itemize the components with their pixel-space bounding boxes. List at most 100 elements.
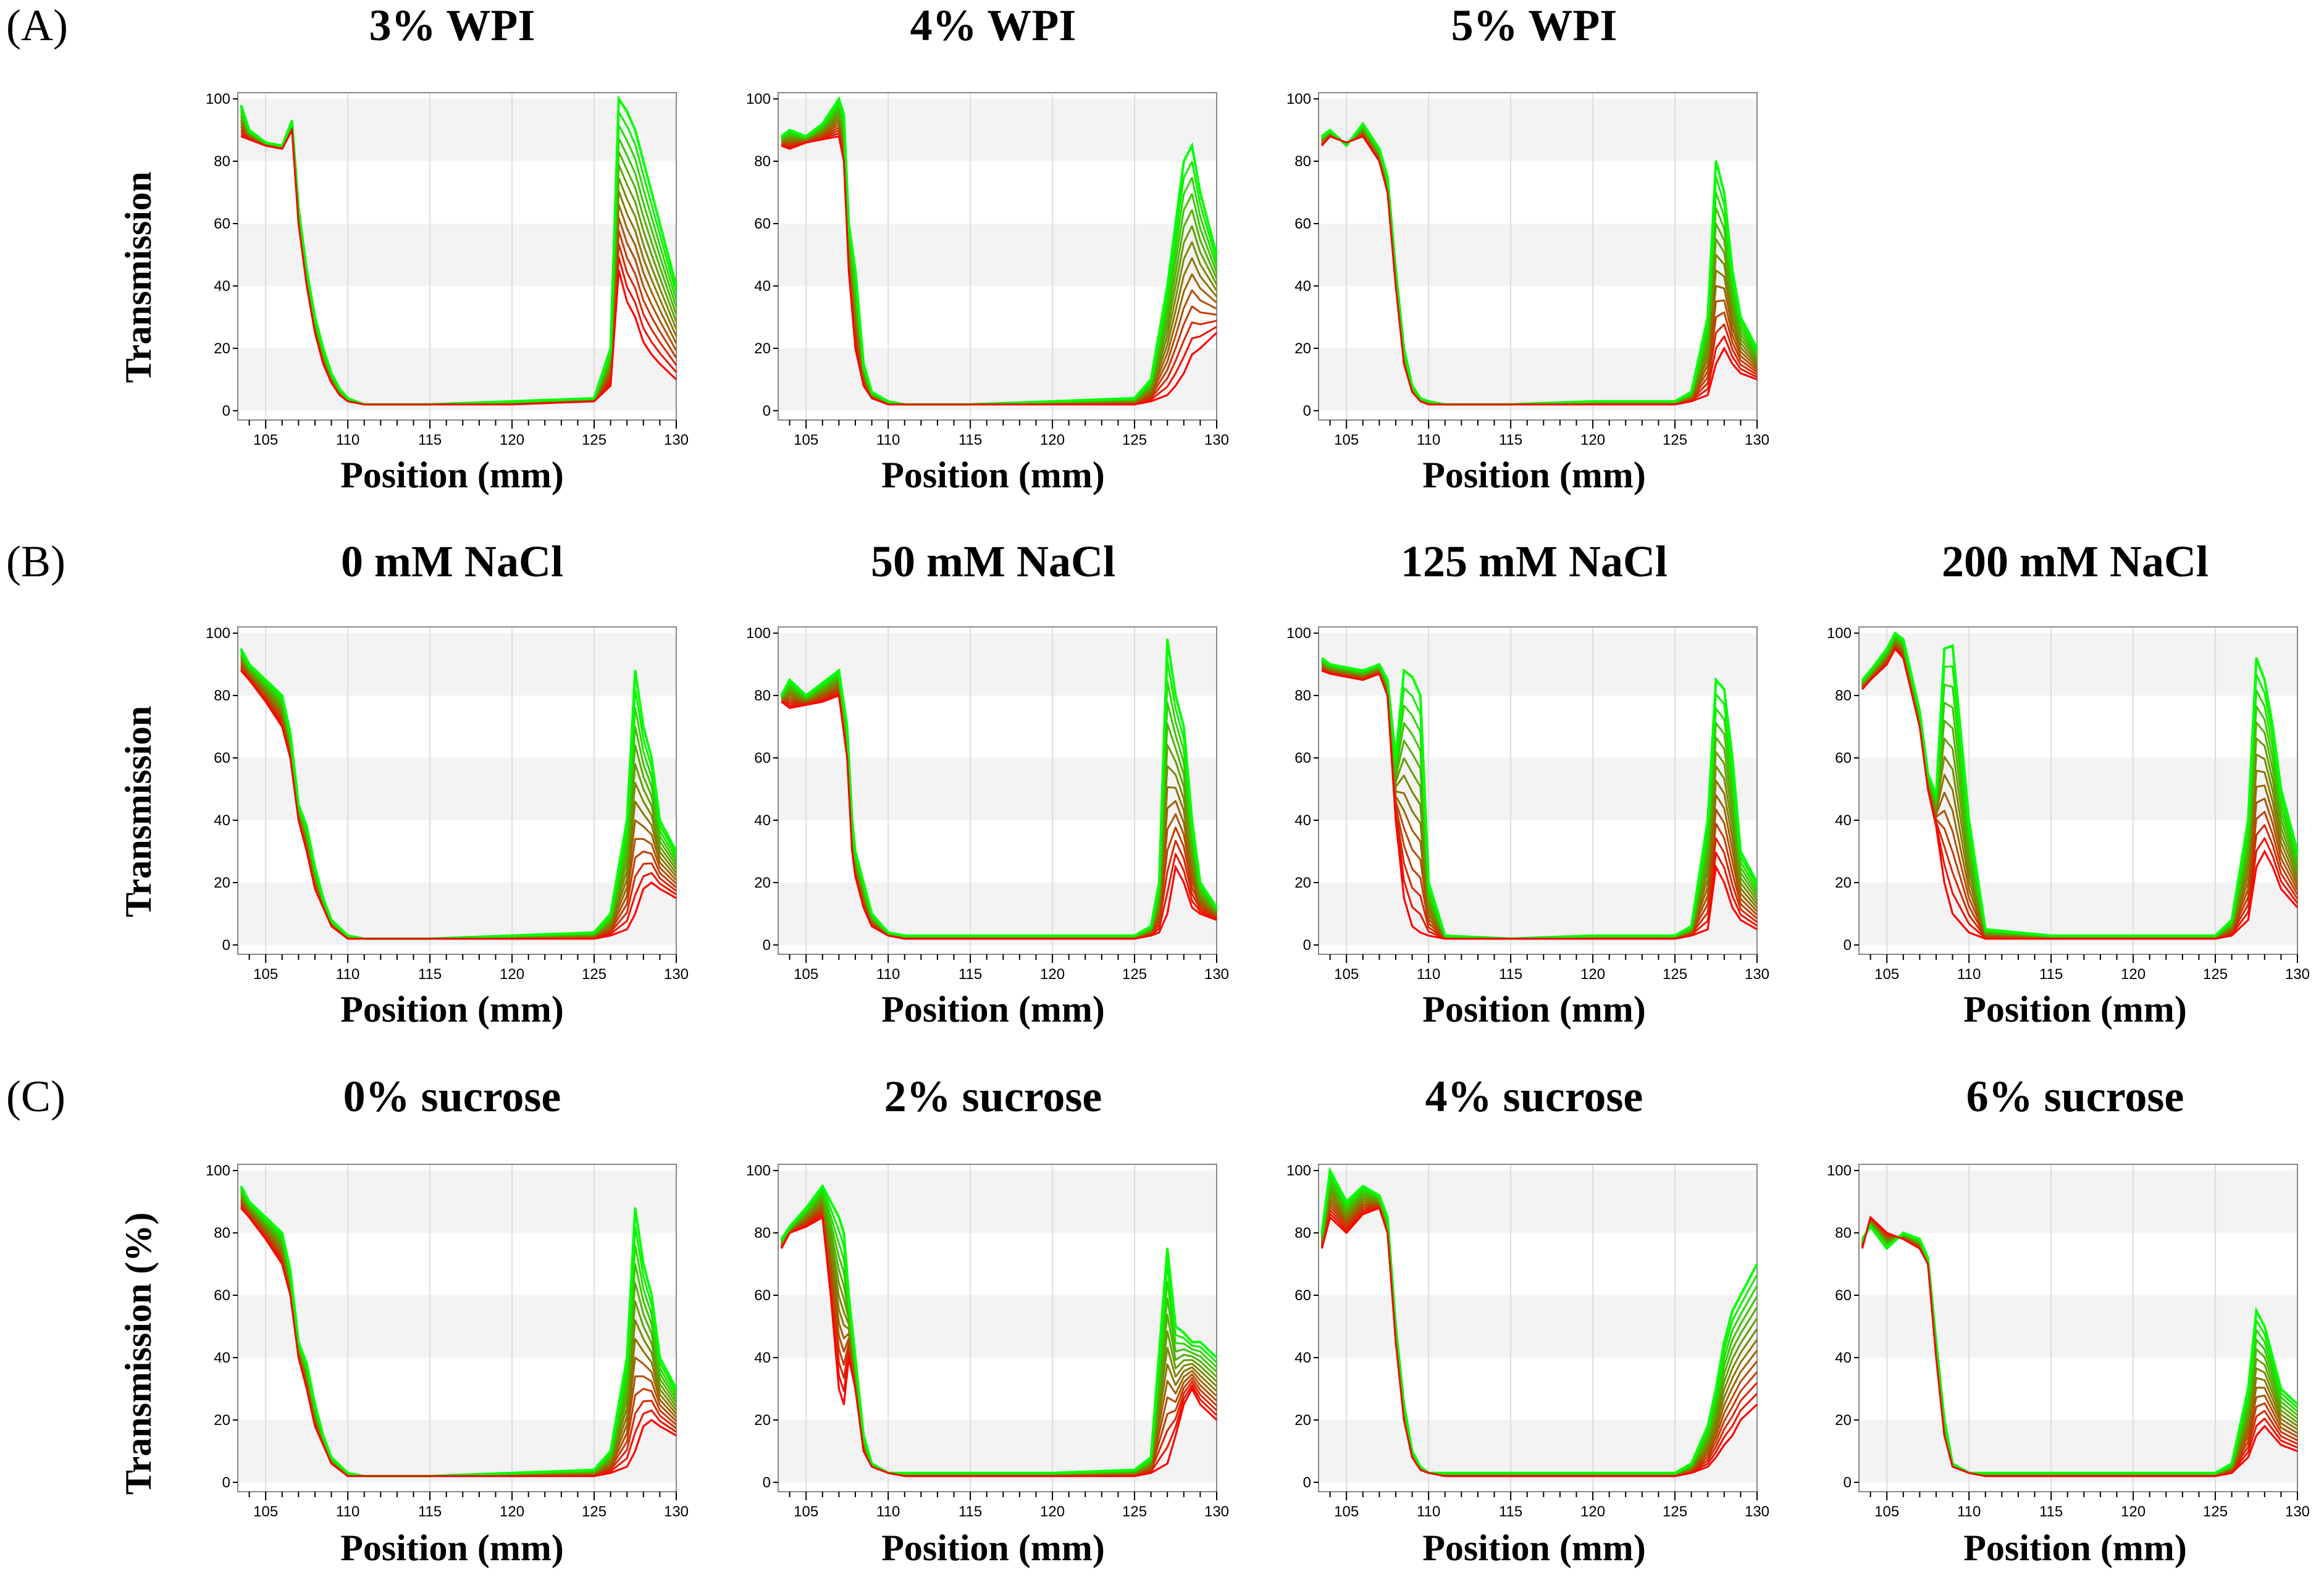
y-tick-label: 40 bbox=[1835, 1350, 1852, 1366]
plot-frame bbox=[1858, 626, 2298, 955]
panel-title-b1: 0 mM NaCl bbox=[341, 537, 563, 586]
series-line-first bbox=[1861, 647, 2299, 940]
chart-b3: 105 110 115 120 125 130 0 20 40 60 80 100 bbox=[1286, 625, 1769, 983]
y-axis-label-a: Transmission bbox=[118, 171, 159, 383]
plot-band bbox=[1859, 633, 2297, 696]
plot-band bbox=[778, 1170, 1217, 1233]
plot-frame bbox=[778, 1164, 1217, 1492]
x-tick-label: 125 bbox=[1663, 1503, 1687, 1520]
chart-a1: 105 110 115 120 125 130 0 20 40 60 80 100 bbox=[206, 91, 689, 448]
series-line-last bbox=[1861, 1224, 2299, 1474]
y-tick-label: 0 bbox=[1844, 937, 1852, 954]
y-tick-label: 0 bbox=[1303, 1474, 1311, 1491]
y-tick-label: 0 bbox=[1303, 937, 1311, 954]
y-tick-label: 100 bbox=[746, 625, 771, 642]
plot-band bbox=[778, 633, 1217, 696]
x-tick-label: 105 bbox=[1334, 966, 1359, 983]
x-tick-label: 125 bbox=[1122, 1503, 1147, 1520]
x-tick-label: 120 bbox=[1040, 966, 1065, 983]
y-tick-label: 40 bbox=[754, 278, 771, 295]
y-tick-label: 100 bbox=[1827, 1162, 1852, 1179]
x-tick-label: 115 bbox=[1499, 966, 1522, 983]
panel-title-a2: 4% WPI bbox=[910, 1, 1076, 50]
series-line-last bbox=[780, 639, 1218, 937]
plot-frame bbox=[237, 626, 677, 955]
y-tick-label: 20 bbox=[1294, 340, 1311, 357]
y-axis-label-b: Transmission bbox=[118, 705, 159, 917]
y-tick-label: 20 bbox=[214, 875, 230, 891]
chart-c3: 105 110 115 120 125 130 0 20 40 60 80 100 bbox=[1286, 1162, 1769, 1520]
x-tick-label: 110 bbox=[1957, 966, 1981, 983]
y-tick-label: 20 bbox=[754, 1412, 771, 1429]
x-tick-label: 110 bbox=[1417, 966, 1440, 983]
series-line-first bbox=[1861, 1215, 2298, 1477]
x-tick-label: 110 bbox=[876, 1503, 900, 1520]
x-axis-label-c4: Position (mm) bbox=[1963, 1527, 2187, 1568]
plot-band bbox=[778, 99, 1217, 162]
y-tick-label: 60 bbox=[1294, 1287, 1311, 1304]
x-axis-label-b2: Position (mm) bbox=[881, 989, 1105, 1030]
plot-frame bbox=[1318, 92, 1758, 421]
y-tick-label: 20 bbox=[1835, 875, 1852, 891]
series-line-last bbox=[781, 96, 1218, 406]
plot-frame bbox=[237, 1164, 677, 1492]
y-tick-label: 0 bbox=[763, 403, 771, 419]
x-tick-label: 105 bbox=[253, 432, 278, 448]
x-tick-label: 130 bbox=[664, 432, 689, 448]
series-line-first bbox=[781, 135, 1218, 406]
y-tick-label: 60 bbox=[754, 1287, 771, 1304]
x-tick-label: 120 bbox=[1580, 432, 1605, 448]
x-tick-label: 110 bbox=[876, 432, 900, 448]
y-tick-label: 100 bbox=[206, 625, 230, 642]
x-axis-label-c1: Position (mm) bbox=[340, 1527, 564, 1568]
y-tick-label: 60 bbox=[1294, 750, 1311, 767]
x-tick-label: 120 bbox=[2121, 1503, 2146, 1520]
x-tick-label: 115 bbox=[418, 1503, 442, 1520]
chart-c4: 105 110 115 120 125 130 0 20 40 60 80 100 bbox=[1827, 1162, 2310, 1520]
series-line-last bbox=[240, 648, 677, 940]
x-tick-label: 120 bbox=[500, 432, 524, 448]
plot-band bbox=[1319, 633, 1757, 696]
x-tick-label: 105 bbox=[794, 966, 818, 983]
y-tick-label: 80 bbox=[1294, 153, 1311, 170]
y-tick-label: 60 bbox=[1835, 750, 1852, 767]
y-tick-label: 80 bbox=[1835, 1225, 1852, 1242]
x-axis-label-a2: Position (mm) bbox=[881, 455, 1105, 495]
y-tick-label: 60 bbox=[754, 216, 771, 232]
y-axis-label-c: Transmission (%) bbox=[118, 1212, 159, 1495]
y-tick-label: 100 bbox=[1286, 625, 1311, 642]
plot-band bbox=[1319, 1295, 1757, 1358]
y-tick-label: 20 bbox=[1835, 1412, 1852, 1429]
plot-band bbox=[1319, 99, 1757, 162]
x-tick-label: 120 bbox=[2121, 966, 2146, 983]
x-axis-label-a1: Position (mm) bbox=[340, 455, 564, 495]
series-line-last bbox=[1321, 657, 1758, 940]
x-tick-label: 120 bbox=[1580, 966, 1605, 983]
x-tick-label: 125 bbox=[1663, 966, 1687, 983]
series-line-last bbox=[240, 95, 677, 406]
x-tick-label: 125 bbox=[582, 966, 606, 983]
x-axis-label-c3: Position (mm) bbox=[1422, 1527, 1646, 1568]
x-tick-label: 115 bbox=[2039, 1503, 2063, 1520]
row-label-a: (A) bbox=[6, 1, 68, 50]
series-line-last bbox=[240, 1185, 677, 1477]
y-tick-label: 20 bbox=[754, 875, 771, 891]
y-tick-label: 100 bbox=[1827, 625, 1852, 642]
chart-c2: 105 110 115 120 125 130 0 20 40 60 80 100 bbox=[746, 1162, 1229, 1520]
chart-a2: 105 110 115 120 125 130 0 20 40 60 80 100 bbox=[746, 91, 1229, 448]
x-tick-label: 125 bbox=[1663, 432, 1687, 448]
x-tick-label: 110 bbox=[1417, 1503, 1440, 1520]
y-tick-label: 80 bbox=[214, 687, 230, 704]
x-tick-label: 130 bbox=[1204, 432, 1229, 448]
series-line-last bbox=[1321, 122, 1758, 406]
y-tick-label: 60 bbox=[1835, 1287, 1852, 1304]
x-tick-label: 125 bbox=[2203, 966, 2228, 983]
x-axis-label-b3: Position (mm) bbox=[1422, 989, 1646, 1030]
scan-line bbox=[1861, 642, 2299, 939]
chart-b4: 105 110 115 120 125 130 0 20 40 60 80 100 bbox=[1827, 625, 2310, 983]
series-line-first bbox=[780, 1216, 1218, 1477]
y-tick-label: 40 bbox=[754, 812, 771, 829]
row-label-b: (B) bbox=[6, 537, 65, 586]
y-tick-label: 40 bbox=[214, 812, 230, 829]
y-tick-label: 40 bbox=[214, 278, 230, 295]
